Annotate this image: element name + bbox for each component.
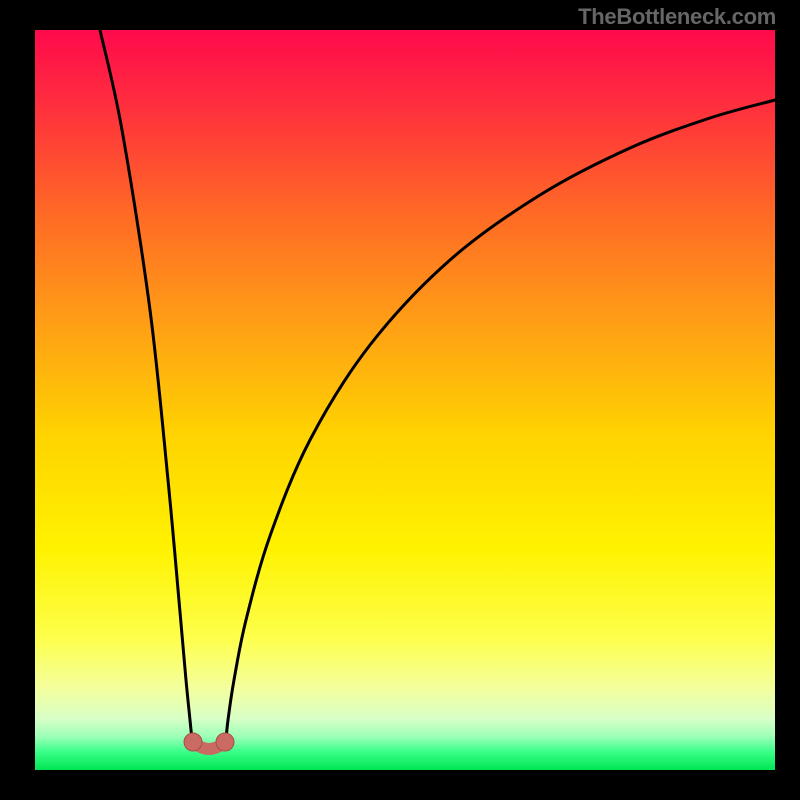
watermark-text: TheBottleneck.com: [578, 4, 776, 30]
chart-gradient-bg: [35, 30, 775, 770]
chart-container: TheBottleneck.com: [0, 0, 800, 800]
bottleneck-chart: [0, 0, 800, 800]
bottom-dip-marker-left: [184, 733, 202, 751]
bottom-dip-marker-right: [216, 733, 234, 751]
